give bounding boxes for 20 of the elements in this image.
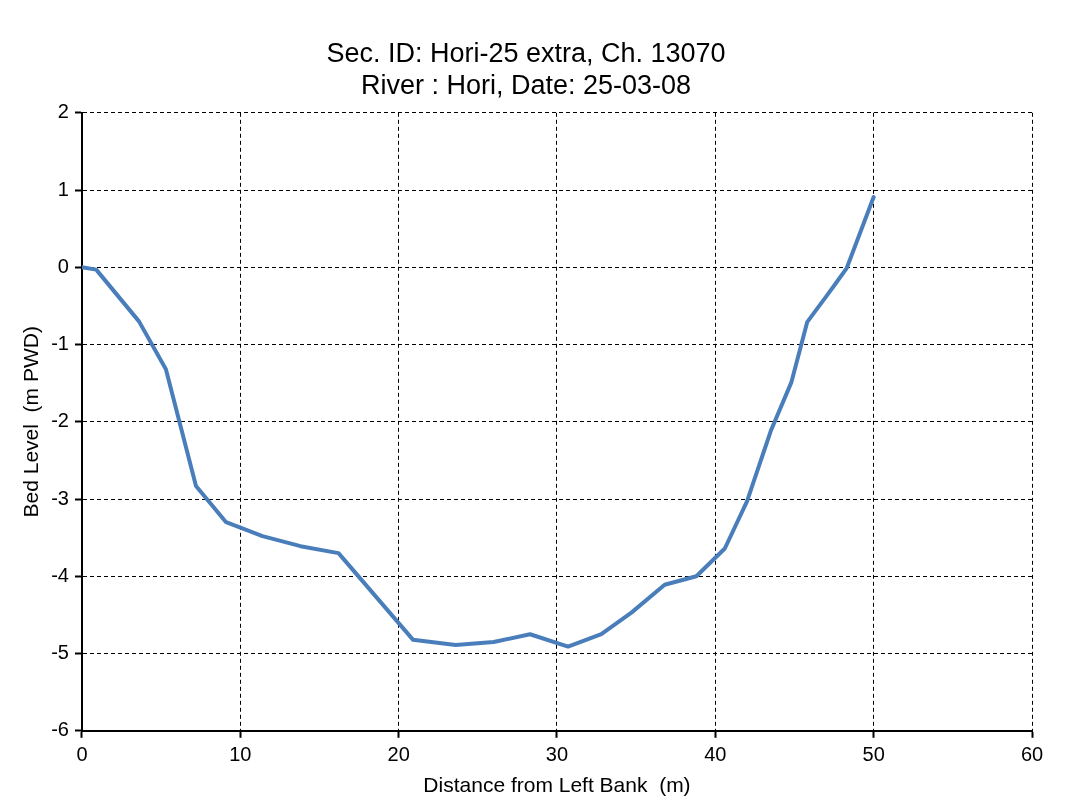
y-tick-label: -2 bbox=[51, 409, 69, 432]
x-tick-label: 60 bbox=[1020, 743, 1044, 766]
x-tick-label: 50 bbox=[862, 743, 885, 766]
y-tick-label: -4 bbox=[51, 563, 69, 586]
x-axis-title: Distance from Left Bank (m) bbox=[423, 773, 691, 797]
y-axis-title: Bed Level (m PWD) bbox=[19, 326, 43, 518]
y-tick-label: 1 bbox=[57, 177, 69, 200]
x-tick-label: 0 bbox=[76, 743, 88, 766]
y-tick-label: -3 bbox=[51, 486, 69, 509]
y-tick-label: -5 bbox=[51, 641, 69, 664]
x-tick-label: 30 bbox=[545, 743, 569, 766]
x-tick-label: 10 bbox=[229, 743, 252, 766]
y-tick-label: -6 bbox=[51, 718, 69, 741]
chart-title: Sec. ID: Hori-25 extra, Ch. 13070 bbox=[326, 37, 726, 68]
y-tick-label: 2 bbox=[57, 100, 69, 123]
chart-subtitle: River : Hori, Date: 25-03-08 bbox=[360, 70, 692, 101]
y-tick-label: -1 bbox=[51, 332, 69, 355]
x-tick-label: 20 bbox=[387, 743, 410, 766]
y-tick-label: 0 bbox=[57, 254, 69, 277]
x-tick-label: 40 bbox=[704, 743, 727, 766]
